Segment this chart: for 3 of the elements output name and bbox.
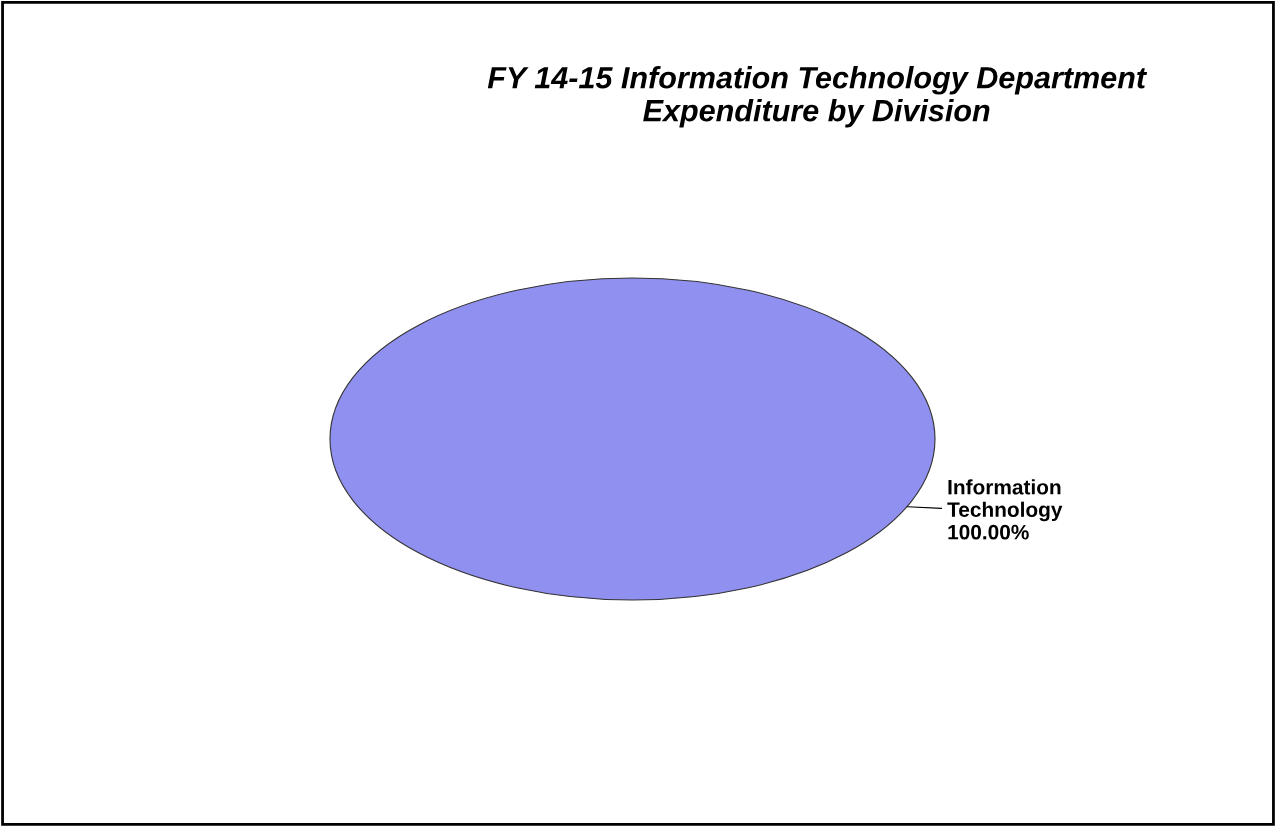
slice-label: Information Technology — [947, 479, 1063, 522]
chart-title: FY 14-15 Information Technology Department Expenditure by Division — [487, 66, 1148, 128]
data-label: 100.00% — [948, 524, 1029, 540]
